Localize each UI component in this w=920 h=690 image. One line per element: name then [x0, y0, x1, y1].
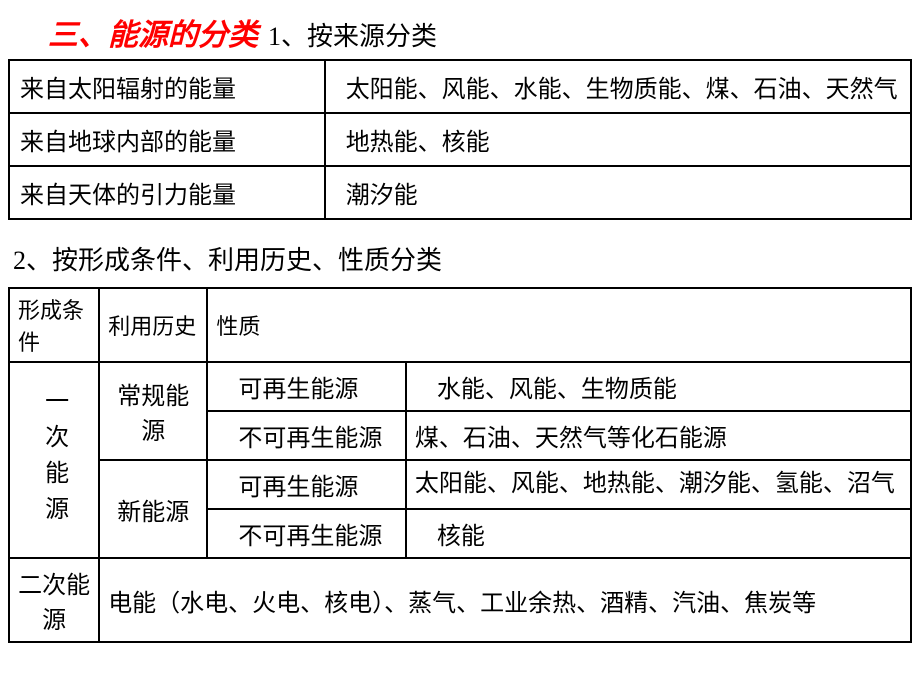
header-nature: 性质	[207, 288, 911, 362]
examples-cell: 煤、石油、天然气等化石能源	[406, 411, 911, 460]
source-label: 来自太阳辐射的能量	[9, 60, 325, 113]
condition-classification-table: 形成条件 利用历史 性质 一次能源 常规能源 可再生能源 水能、风能、生物质能 …	[8, 287, 912, 643]
table-header-row: 形成条件 利用历史 性质	[9, 288, 911, 362]
source-examples: 太阳能、风能、水能、生物质能、煤、石油、天然气	[325, 60, 911, 113]
nature-cell: 不可再生能源	[207, 411, 405, 460]
secondary-energy-label: 二次能源	[9, 558, 99, 642]
table-row: 来自天体的引力能量 潮汐能	[9, 166, 911, 219]
table-row: 二次能源 电能（水电、火电、核电）、蒸气、工业余热、酒精、汽油、焦炭等	[9, 558, 911, 642]
header-formation: 形成条件	[9, 288, 99, 362]
examples-cell: 水能、风能、生物质能	[406, 362, 911, 411]
table-row: 来自太阳辐射的能量 太阳能、风能、水能、生物质能、煤、石油、天然气	[9, 60, 911, 113]
primary-energy-text: 一次能源	[37, 388, 72, 532]
table-row: 来自地球内部的能量 地热能、核能	[9, 113, 911, 166]
primary-energy-label: 一次能源	[9, 362, 99, 558]
secondary-energy-content: 电能（水电、火电、核电）、蒸气、工业余热、酒精、汽油、焦炭等	[99, 558, 911, 642]
conventional-label: 常规能源	[99, 362, 207, 460]
table-row: 一次能源 常规能源 可再生能源 水能、风能、生物质能	[9, 362, 911, 411]
examples-cell: 核能	[406, 509, 911, 558]
main-title: 三、能源的分类	[48, 10, 258, 54]
nature-cell: 不可再生能源	[207, 509, 405, 558]
nature-cell: 可再生能源	[207, 362, 405, 411]
source-label: 来自地球内部的能量	[9, 113, 325, 166]
source-examples: 潮汐能	[325, 166, 911, 219]
source-label: 来自天体的引力能量	[9, 166, 325, 219]
sub-title-1: 1、按来源分类	[268, 16, 437, 53]
source-classification-table: 来自太阳辐射的能量 太阳能、风能、水能、生物质能、煤、石油、天然气 来自地球内部…	[8, 59, 912, 220]
source-examples: 地热能、核能	[325, 113, 911, 166]
header-line: 三、能源的分类 1、按来源分类	[8, 10, 912, 54]
new-energy-label: 新能源	[99, 460, 207, 558]
header-history: 利用历史	[99, 288, 207, 362]
section2-title: 2、按形成条件、利用历史、性质分类	[8, 240, 912, 277]
table-row: 新能源 可再生能源 太阳能、风能、地热能、潮汐能、氢能、沼气	[9, 460, 911, 509]
nature-cell: 可再生能源	[207, 460, 405, 509]
examples-cell: 太阳能、风能、地热能、潮汐能、氢能、沼气	[406, 460, 911, 509]
